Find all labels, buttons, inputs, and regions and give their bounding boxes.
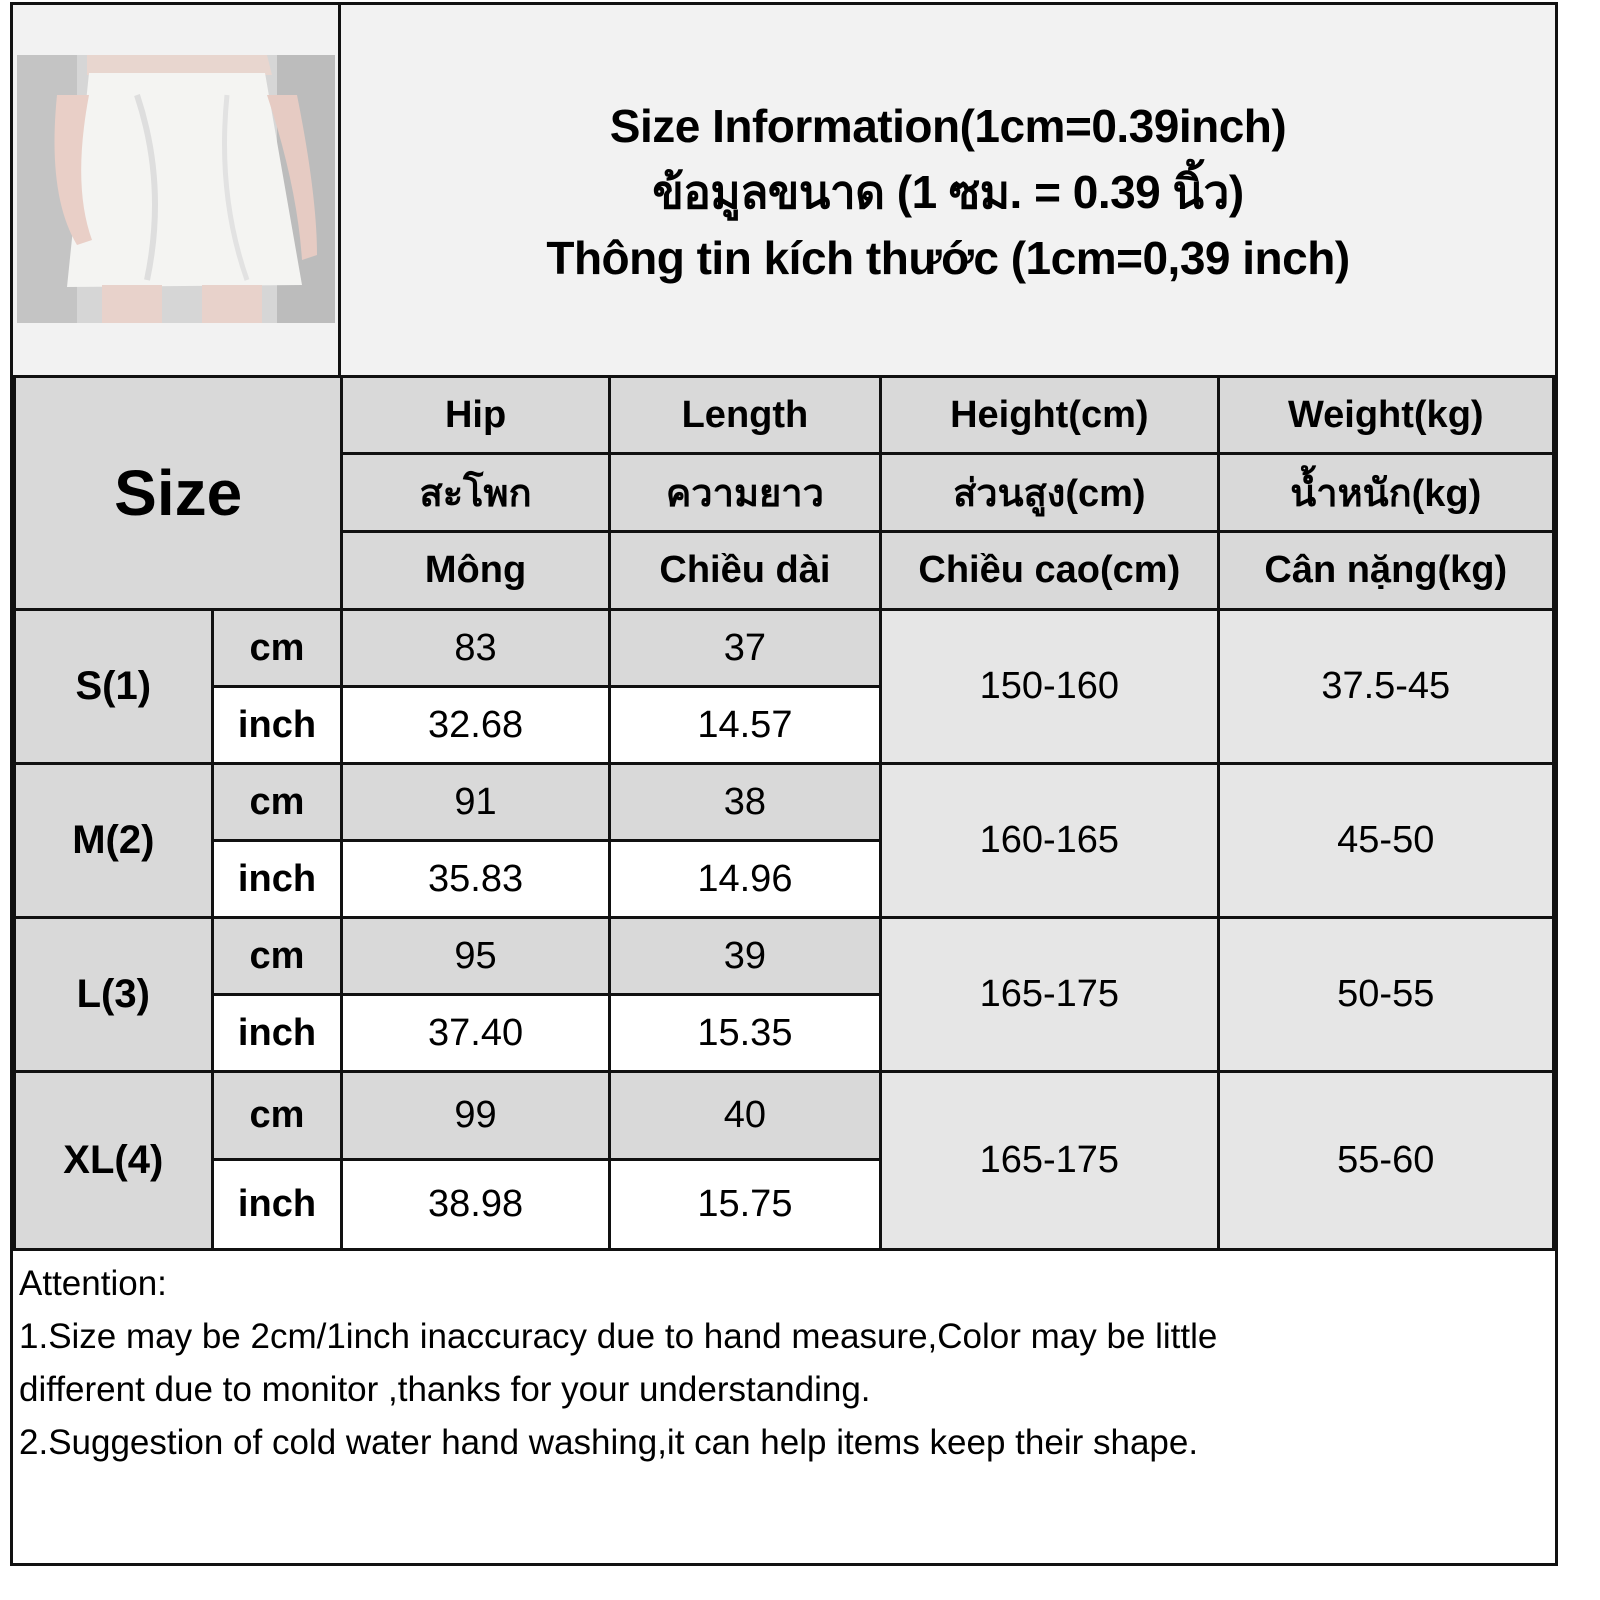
col-length-thai: ความยาว	[607, 452, 883, 533]
col-weight-vi: Cân nặng(kg)	[1216, 530, 1556, 611]
unit-cm: cm	[210, 916, 344, 996]
col-weight-thai: น้ำหนัก(kg)	[1216, 452, 1556, 533]
hip-cm: 91	[340, 762, 611, 842]
unit-inch: inch	[210, 993, 344, 1073]
col-length-vi: Chiều dài	[607, 530, 883, 611]
col-weight: Weight(kg)	[1216, 375, 1556, 455]
hip-cm: 83	[340, 608, 611, 688]
col-height-thai: ส่วนสูง(cm)	[879, 452, 1220, 533]
attention-heading: Attention:	[19, 1264, 167, 1303]
unit-cm: cm	[210, 762, 344, 842]
size-row-inch: inch 38.98 15.75	[15, 1158, 1554, 1251]
size-table: Size Hip Length Height(cm) Weight(kg) สะ…	[12, 375, 1556, 1251]
height-range: 165-175	[879, 1070, 1220, 1251]
hip-cm: 99	[340, 1070, 611, 1161]
col-hip: Hip	[340, 375, 611, 455]
title-thai: ข้อมูลขนาด (1 ซม. = 0.39 นิ้ว)	[652, 166, 1244, 218]
weight-range: 45-50	[1216, 762, 1556, 919]
title-cell: Size Information(1cm=0.39inch) ข้อมูลขนา…	[341, 5, 1555, 375]
chart-header: Size Information(1cm=0.39inch) ข้อมูลขนา…	[13, 5, 1555, 378]
col-height: Height(cm)	[879, 375, 1220, 455]
header-row-vietnamese: Mông Chiều dài Chiều cao(cm) Cân nặng(kg…	[15, 530, 1556, 611]
size-row-inch: inch 37.40 15.35	[15, 993, 1554, 1073]
length-inch: 15.35	[607, 993, 883, 1073]
size-label: M(2)	[13, 762, 214, 919]
hip-inch: 38.98	[340, 1158, 611, 1251]
length-cm: 38	[607, 762, 883, 842]
size-row-inch: inch 35.83 14.96	[15, 839, 1554, 919]
hip-cm: 95	[340, 916, 611, 996]
size-label: L(3)	[13, 916, 214, 1073]
col-hip-thai: สะโพก	[340, 452, 611, 533]
header-row-english: Size Hip Length Height(cm) Weight(kg)	[12, 375, 1556, 611]
hip-inch: 32.68	[340, 685, 611, 765]
header-row-thai: สะโพก ความยาว ส่วนสูง(cm) น้ำหนัก(kg)	[15, 452, 1556, 533]
attention-notes: Attention: 1.Size may be 2cm/1inch inacc…	[19, 1257, 1549, 1469]
unit-inch: inch	[210, 685, 344, 765]
attention-line: 1.Size may be 2cm/1inch inaccuracy due t…	[19, 1317, 1218, 1356]
height-range: 150-160	[879, 608, 1220, 765]
col-height-vi: Chiều cao(cm)	[879, 530, 1220, 611]
size-header: Size	[12, 375, 344, 611]
length-cm: 40	[607, 1070, 883, 1161]
photo-cell	[13, 5, 341, 375]
length-cm: 39	[607, 916, 883, 996]
length-inch: 15.75	[607, 1158, 883, 1251]
hip-inch: 35.83	[340, 839, 611, 919]
weight-range: 50-55	[1216, 916, 1556, 1073]
unit-cm: cm	[210, 608, 344, 688]
title-vietnamese: Thông tin kích thước (1cm=0,39 inch)	[546, 232, 1350, 284]
length-inch: 14.57	[607, 685, 883, 765]
attention-line: different due to monitor ,thanks for you…	[19, 1370, 871, 1409]
size-row-cm: XL(4) cm 99 40 165-175 55-60	[13, 1070, 1556, 1251]
size-row-cm: M(2) cm 91 38 160-165 45-50	[13, 762, 1556, 919]
size-chart: Size Information(1cm=0.39inch) ข้อมูลขนา…	[10, 2, 1558, 1566]
size-row-cm: S(1) cm 83 37 150-160 37.5-45	[13, 608, 1556, 765]
length-cm: 37	[607, 608, 883, 688]
size-label: S(1)	[13, 608, 214, 765]
weight-range: 37.5-45	[1216, 608, 1556, 765]
size-row-inch: inch 32.68 14.57	[15, 685, 1554, 765]
size-label: XL(4)	[13, 1070, 214, 1251]
col-hip-vi: Mông	[340, 530, 611, 611]
unit-inch: inch	[210, 839, 344, 919]
attention-line: 2.Suggestion of cold water hand washing,…	[19, 1423, 1199, 1462]
unit-inch: inch	[210, 1158, 344, 1251]
hip-inch: 37.40	[340, 993, 611, 1073]
height-range: 160-165	[879, 762, 1220, 919]
weight-range: 55-60	[1216, 1070, 1556, 1251]
title-english: Size Information(1cm=0.39inch)	[609, 100, 1287, 152]
height-range: 165-175	[879, 916, 1220, 1073]
col-length: Length	[607, 375, 883, 455]
unit-cm: cm	[210, 1070, 344, 1161]
size-row-cm: L(3) cm 95 39 165-175 50-55	[13, 916, 1556, 1073]
length-inch: 14.96	[607, 839, 883, 919]
product-photo	[17, 55, 335, 323]
